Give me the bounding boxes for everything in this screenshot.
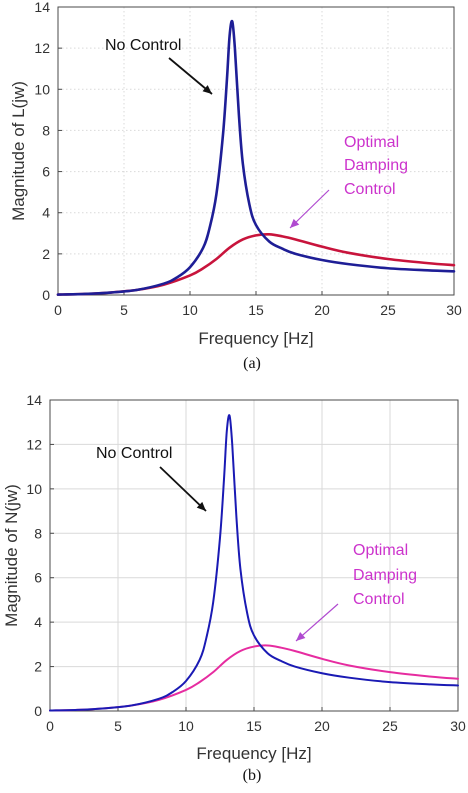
x-tick-label: 30: [446, 302, 462, 318]
no-control-arrow: [159, 466, 207, 512]
y-tick-label: 4: [42, 205, 50, 221]
y-axis-label: Magnitude of L(jw): [9, 81, 28, 221]
y-tick-label: 0: [42, 287, 50, 303]
annotation-optimal-damping-control: Control: [353, 591, 405, 608]
annotation-optimal-damping-control: Damping: [353, 567, 417, 584]
x-tick-label: 20: [314, 302, 330, 318]
y-tick-label: 0: [34, 703, 42, 719]
chart-b: 0 5 10 15 20 25 30 0 2 4 6 8 10 12 14 Frequency [Hz] Mag…: [2, 392, 466, 784]
arrow-head: [196, 501, 206, 511]
x-tick-label: 5: [114, 718, 122, 734]
figure-a: 0 5 10 15 20 25 30 0 2 4 6 8 10 12 14 Frequency [Hz] Mag…: [0, 0, 468, 380]
y-tick-label: 8: [42, 122, 50, 138]
figure-b: 0 5 10 15 20 25 30 0 2 4 6 8 10 12 14 Frequency [Hz] Mag…: [0, 383, 468, 793]
x-tick-label: 15: [248, 302, 264, 318]
x-tick-label: 5: [120, 302, 128, 318]
x-tick-label: 0: [46, 718, 54, 734]
arrow-head: [290, 218, 300, 228]
figure-caption: (a): [243, 355, 261, 372]
annotation-optimal-damping-control: Optimal: [344, 134, 399, 151]
y-tick-label: 2: [42, 246, 50, 262]
y-tick-label: 6: [34, 570, 42, 586]
y-tick-label: 2: [34, 659, 42, 675]
no-control-curve: [56, 19, 456, 296]
x-tick-label: 20: [314, 718, 330, 734]
x-axis-label: Frequency [Hz]: [196, 744, 311, 763]
optimal-damping-arrow: [295, 603, 339, 642]
x-tick-label: 10: [182, 302, 198, 318]
y-tick-label: 14: [26, 392, 42, 408]
y-tick-label: 12: [34, 40, 50, 56]
annotation-optimal-damping-control: Damping: [344, 157, 408, 174]
y-tick-label: 10: [26, 481, 42, 497]
x-tick-label: 10: [178, 718, 194, 734]
y-tick-label: 6: [42, 164, 50, 180]
chart-a: 0 5 10 15 20 25 30 0 2 4 6 8 10 12 14 Frequency [Hz] Mag…: [9, 0, 462, 372]
figure-caption: (b): [243, 767, 262, 784]
y-axis-label: Magnitude of N(jw): [2, 484, 21, 627]
annotation-optimal-damping-control: Optimal: [353, 542, 408, 559]
no-control-curve: [49, 414, 459, 712]
annotation-no-control: No Control: [105, 37, 181, 54]
x-tick-label: 30: [450, 718, 466, 734]
arrow-head: [202, 85, 212, 94]
x-tick-label: 25: [382, 718, 398, 734]
y-tick-label: 10: [34, 81, 50, 97]
x-tick-label: 15: [246, 718, 262, 734]
y-tick-label: 14: [34, 0, 50, 15]
x-axis-label: Frequency [Hz]: [198, 329, 313, 348]
x-tick-label: 25: [380, 302, 396, 318]
y-tick-label: 4: [34, 614, 42, 630]
x-tick-label: 0: [54, 302, 62, 318]
no-control-arrow: [168, 57, 213, 95]
y-tick-label: 8: [34, 525, 42, 541]
y-tick-label: 12: [26, 436, 42, 452]
optimal-damping-arrow: [289, 189, 330, 229]
arrow-head: [296, 632, 306, 641]
annotation-no-control: No Control: [96, 445, 172, 462]
annotation-optimal-damping-control: Control: [344, 181, 396, 198]
